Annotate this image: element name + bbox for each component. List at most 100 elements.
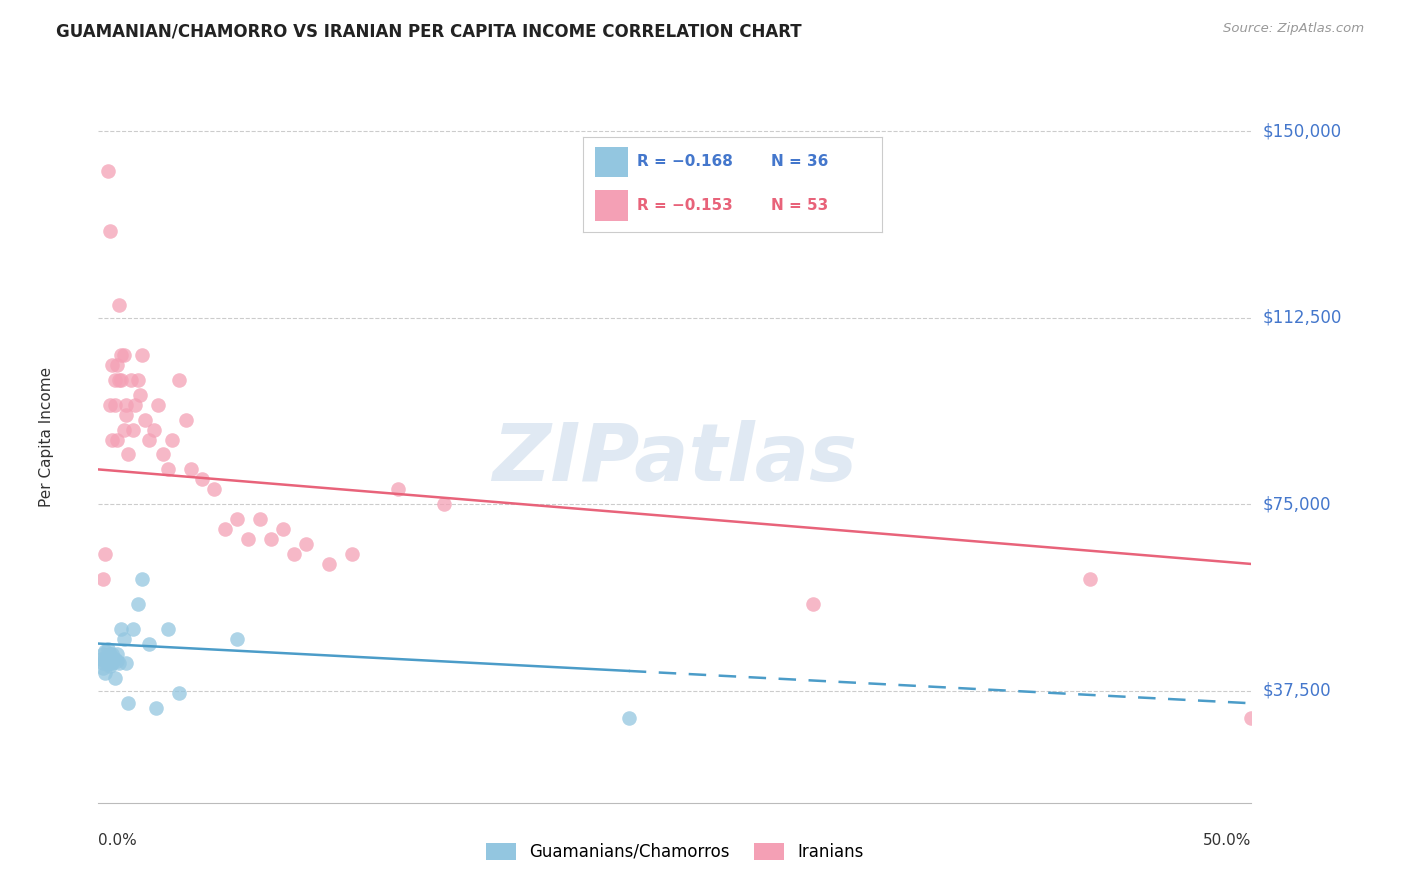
Point [91, 661, 114, 675]
Point [115, 398, 138, 412]
Point [101, 647, 124, 661]
Point [98, 659, 121, 673]
Point [801, 597, 824, 611]
Point [156, 622, 179, 636]
Point [249, 512, 271, 526]
Point [127, 597, 149, 611]
Point [152, 448, 174, 462]
Point [167, 373, 190, 387]
Point [97, 641, 120, 656]
Point [90, 651, 112, 665]
Point [98, 224, 121, 238]
Point [91, 657, 114, 671]
Bar [595, 190, 627, 221]
Text: R = −0.153: R = −0.153 [637, 198, 733, 213]
Point [160, 433, 183, 447]
Text: Source: ZipAtlas.com: Source: ZipAtlas.com [1223, 22, 1364, 36]
Point [105, 647, 128, 661]
Point [110, 348, 132, 362]
Point [138, 636, 160, 650]
Point [101, 651, 124, 665]
Text: 0.0%: 0.0% [98, 832, 138, 847]
Point [129, 388, 152, 402]
Point [387, 483, 409, 497]
Point [260, 532, 283, 546]
Point [148, 398, 170, 412]
Point [131, 572, 153, 586]
Point [156, 462, 179, 476]
Point [105, 358, 128, 372]
Point [115, 408, 138, 422]
Point [318, 557, 340, 571]
Point [340, 547, 363, 561]
Bar [595, 146, 627, 178]
Point [167, 686, 190, 700]
Point [105, 433, 128, 447]
Point [97, 657, 120, 671]
Text: $37,500: $37,500 [1263, 681, 1331, 700]
Point [98, 398, 121, 412]
Text: GUAMANIAN/CHAMORRO VS IRANIAN PER CAPITA INCOME CORRELATION CHART: GUAMANIAN/CHAMORRO VS IRANIAN PER CAPITA… [56, 22, 801, 40]
Point [145, 701, 167, 715]
Point [94, 651, 117, 665]
Text: $112,500: $112,500 [1263, 309, 1341, 326]
Point [134, 412, 156, 426]
Point [110, 622, 132, 636]
Point [214, 522, 236, 536]
Point [103, 651, 125, 665]
Point [202, 483, 225, 497]
Point [91, 572, 114, 586]
Point [94, 644, 117, 658]
Point [98, 647, 121, 661]
Point [124, 398, 146, 412]
Point [1240, 711, 1263, 725]
Point [103, 373, 125, 387]
Point [117, 696, 139, 710]
Point [105, 654, 128, 668]
Point [117, 448, 139, 462]
Point [103, 398, 125, 412]
Point [112, 348, 135, 362]
Point [1078, 572, 1101, 586]
Text: N = 36: N = 36 [772, 154, 830, 169]
Point [112, 632, 135, 646]
Point [433, 497, 456, 511]
Point [94, 547, 117, 561]
Point [174, 412, 197, 426]
Text: ZIPatlas: ZIPatlas [492, 420, 858, 498]
Point [120, 373, 142, 387]
Point [108, 657, 131, 671]
Point [108, 298, 131, 312]
Point [101, 358, 124, 372]
Point [127, 373, 149, 387]
Point [295, 537, 318, 551]
Point [142, 423, 165, 437]
Point [283, 547, 305, 561]
Point [617, 711, 640, 725]
Text: $75,000: $75,000 [1263, 495, 1331, 513]
Point [191, 472, 214, 486]
Point [115, 657, 138, 671]
Point [180, 462, 202, 476]
Point [110, 373, 132, 387]
Point [103, 672, 125, 686]
Point [101, 657, 124, 671]
Point [94, 654, 117, 668]
Point [98, 657, 121, 671]
Point [94, 666, 117, 681]
Point [101, 433, 124, 447]
Text: N = 53: N = 53 [772, 198, 828, 213]
Point [131, 348, 153, 362]
Point [271, 522, 294, 536]
Text: 50.0%: 50.0% [1204, 832, 1251, 847]
Point [108, 373, 131, 387]
Legend: Guamanians/Chamorros, Iranians: Guamanians/Chamorros, Iranians [479, 836, 870, 868]
Point [122, 622, 145, 636]
Point [238, 532, 260, 546]
Point [225, 512, 247, 526]
Point [97, 651, 120, 665]
Point [98, 648, 121, 663]
Text: $150,000: $150,000 [1263, 122, 1341, 140]
Point [97, 164, 120, 178]
Text: R = −0.168: R = −0.168 [637, 154, 733, 169]
